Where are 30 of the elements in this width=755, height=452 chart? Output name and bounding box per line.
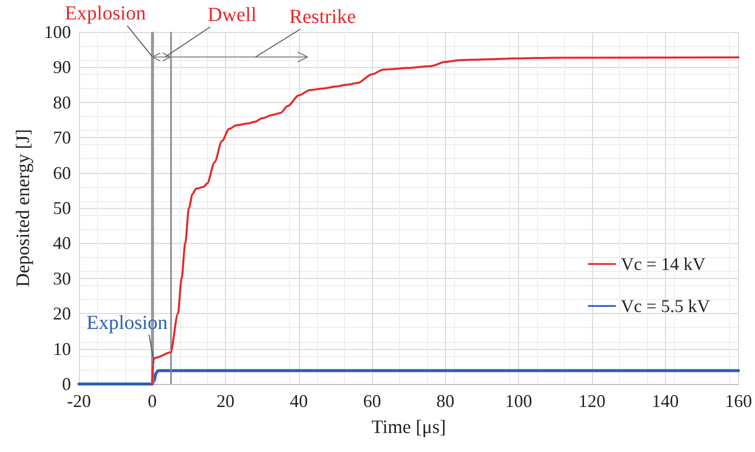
text: Restrike [289,6,356,28]
annotation: Explosion [64,2,146,25]
y-tick-label: 100 [44,22,71,42]
x-tick-label: 100 [505,391,532,411]
y-tick-label: 80 [53,92,71,112]
y-tick-label: 30 [53,268,71,288]
x-tick-label: 140 [652,391,679,411]
text: Dwell [208,4,257,26]
legend-label: Vc = 14 kV [620,254,706,274]
y-tick-label: 60 [53,162,71,183]
legend-label: Vc = 5.5 kV [620,296,710,316]
y-tick-label: 90 [53,57,71,78]
x-tick-label: 160 [725,391,752,411]
x-tick-label: -20 [67,391,91,411]
y-tick-label: 70 [53,128,71,148]
annotation: Explosion [86,312,168,334]
line-series [78,369,740,386]
y-tick-label: 10 [53,338,71,359]
y-axis-title: Deposited energy [J] [13,129,34,287]
x-tick-label: 0 [148,391,157,411]
y-tick-label: 50 [53,198,71,218]
x-tick-label: 40 [290,391,308,411]
y-tick-label: 40 [53,233,71,254]
x-tick-label: 120 [578,391,606,411]
x-tick-label: 60 [363,391,382,411]
x-axis-title: Time [μs] [372,417,446,438]
y-tick-label: 0 [62,374,71,394]
x-tick-label: 20 [216,391,235,411]
x-tick-label: 80 [436,391,454,411]
y-tick-label: 20 [53,304,71,324]
